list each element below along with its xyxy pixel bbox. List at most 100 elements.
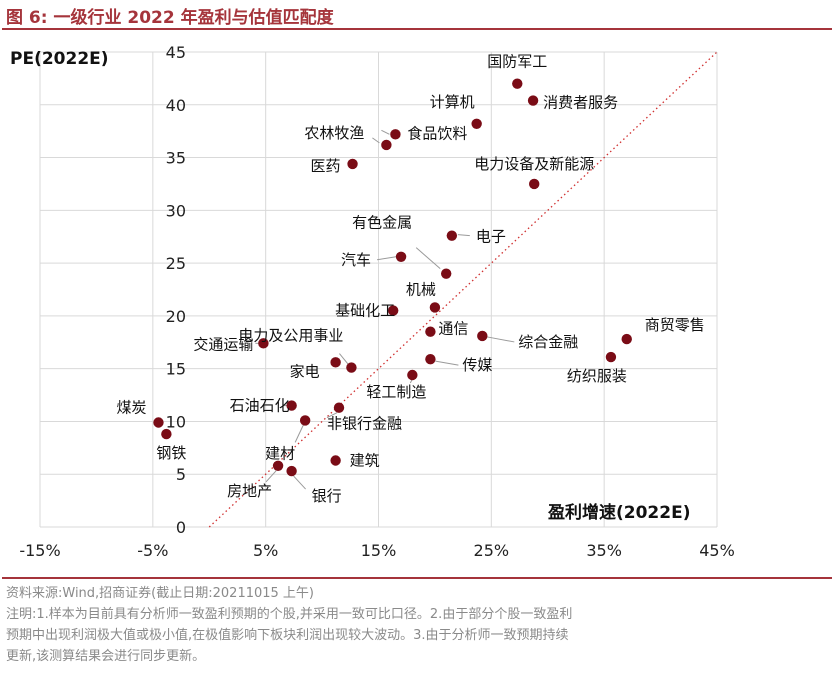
gridlines bbox=[39, 51, 718, 528]
data-point bbox=[333, 402, 345, 413]
point-label: 煤炭 bbox=[116, 399, 146, 417]
data-point bbox=[330, 455, 341, 466]
x-tick-label: -5% bbox=[137, 541, 168, 560]
title-rule bbox=[2, 28, 832, 30]
point-label: 家电 bbox=[290, 362, 320, 380]
data-point bbox=[621, 333, 632, 345]
point-label: 纺织服装 bbox=[567, 367, 627, 385]
y-tick-label: 15 bbox=[166, 360, 186, 379]
data-point bbox=[605, 351, 617, 363]
diagonal-line bbox=[208, 51, 718, 528]
data-point bbox=[471, 118, 482, 129]
point-label: 医药 bbox=[311, 157, 341, 175]
note-line-2: 预期中出现利润极大值或极小值,在极值影响下板块利润出现较大波动。3.由于分析师一… bbox=[6, 628, 569, 643]
x-tick-label: 25% bbox=[474, 541, 510, 560]
point-label: 商贸零售 bbox=[645, 316, 705, 334]
leader-line bbox=[376, 256, 397, 261]
point-label: 房地产 bbox=[227, 482, 272, 500]
point-label: 钢铁 bbox=[156, 444, 186, 462]
y-tick-label: 0 bbox=[176, 518, 186, 537]
data-point bbox=[390, 129, 401, 140]
source-rule bbox=[2, 577, 832, 579]
data-point bbox=[381, 139, 392, 151]
data-point bbox=[153, 417, 164, 428]
point-label: 国防军工 bbox=[487, 53, 547, 71]
data-point bbox=[272, 460, 284, 471]
data-point bbox=[512, 78, 523, 89]
point-label: 通信 bbox=[438, 320, 468, 338]
x-tick-label: 5% bbox=[253, 541, 278, 560]
data-point bbox=[527, 95, 539, 106]
source-text: 资料来源:Wind,招商证券(截止日期:20211015 上午) bbox=[6, 586, 315, 601]
point-label: 交通运输 bbox=[193, 335, 253, 353]
footnotes: 资料来源:Wind,招商证券(截止日期:20211015 上午) 注明:1.样本… bbox=[6, 583, 832, 667]
data-point bbox=[446, 230, 458, 241]
data-point bbox=[346, 362, 357, 373]
point-label: 银行 bbox=[312, 487, 342, 505]
note-line-3: 更新,该测算结果会进行同步更新。 bbox=[6, 649, 206, 664]
y-tick-label: 35 bbox=[166, 149, 186, 168]
data-point bbox=[407, 369, 418, 381]
x-tick-label: -15% bbox=[19, 541, 60, 560]
point-label: 电力设备及新能源 bbox=[474, 155, 594, 173]
x-tick-labels: -15% -5% 5% 15% 25% 35% 45% bbox=[19, 541, 734, 560]
point-label: 建材 bbox=[265, 444, 295, 462]
point-label: 建筑 bbox=[350, 452, 380, 470]
data-point bbox=[258, 338, 269, 349]
leader-line bbox=[372, 137, 380, 144]
data-point bbox=[286, 400, 297, 411]
point-label: 食品饮料 bbox=[407, 124, 467, 142]
leader-line bbox=[415, 247, 441, 270]
leader-line bbox=[381, 129, 390, 135]
point-label: 有色金属 bbox=[352, 214, 412, 232]
point-label: 汽车 bbox=[341, 251, 371, 269]
data-point bbox=[299, 415, 311, 426]
data-point bbox=[330, 357, 341, 368]
y-axis-label: PE(2022E) bbox=[10, 49, 109, 69]
leader-line bbox=[326, 412, 338, 419]
note-line-1: 注明:1.样本为目前具有分析师一致盈利预期的个股,并采用一致可比口径。2.由于部… bbox=[6, 607, 573, 622]
point-label: 机械 bbox=[406, 280, 436, 298]
point-label: 基础化工 bbox=[335, 302, 395, 320]
point-label: 计算机 bbox=[430, 93, 475, 111]
data-point bbox=[441, 268, 452, 279]
data-points bbox=[153, 78, 632, 477]
leader-line bbox=[339, 353, 349, 365]
leader-line bbox=[487, 336, 515, 343]
point-label: 石油石化 bbox=[230, 397, 290, 415]
y-tick-label: 20 bbox=[166, 307, 186, 326]
data-point bbox=[387, 305, 399, 316]
x-tick-label: 35% bbox=[586, 541, 622, 560]
point-label: 传媒 bbox=[462, 356, 492, 374]
leader-line bbox=[457, 234, 470, 237]
leader-line bbox=[265, 470, 277, 483]
point-label: 综合金融 bbox=[518, 333, 578, 351]
figure-title: 图 6: 一级行业 2022 年盈利与估值匹配度 bbox=[6, 8, 334, 28]
point-label: 电力及公用事业 bbox=[238, 327, 343, 345]
scatter-chart: 0 5 10 15 20 25 30 35 40 45 -15% -5% 5% 15% 25% 35% 45%… bbox=[10, 43, 735, 560]
data-point bbox=[395, 251, 407, 262]
data-point bbox=[286, 465, 297, 477]
data-point bbox=[429, 302, 441, 313]
point-label: 农林牧渔 bbox=[304, 124, 364, 142]
data-point bbox=[425, 353, 436, 365]
y-tick-label: 10 bbox=[166, 412, 186, 431]
leader-line bbox=[293, 475, 306, 490]
y-tick-label: 5 bbox=[176, 465, 186, 484]
leader-line bbox=[435, 360, 459, 366]
y-tick-label: 25 bbox=[166, 254, 186, 273]
x-axis-label: 盈利增速(2022E) bbox=[547, 502, 690, 523]
data-point bbox=[477, 330, 488, 342]
data-point bbox=[161, 428, 172, 440]
y-tick-labels: 0 5 10 15 20 25 30 35 40 45 bbox=[166, 43, 186, 537]
y-tick-label: 30 bbox=[166, 201, 186, 220]
data-point bbox=[347, 158, 358, 170]
data-point bbox=[529, 178, 540, 190]
leader-line bbox=[294, 425, 304, 443]
x-tick-label: 15% bbox=[361, 541, 397, 560]
y-tick-label: 45 bbox=[166, 43, 186, 62]
point-label: 轻工制造 bbox=[366, 383, 426, 401]
data-point bbox=[425, 326, 436, 337]
point-label: 电子 bbox=[476, 228, 506, 246]
